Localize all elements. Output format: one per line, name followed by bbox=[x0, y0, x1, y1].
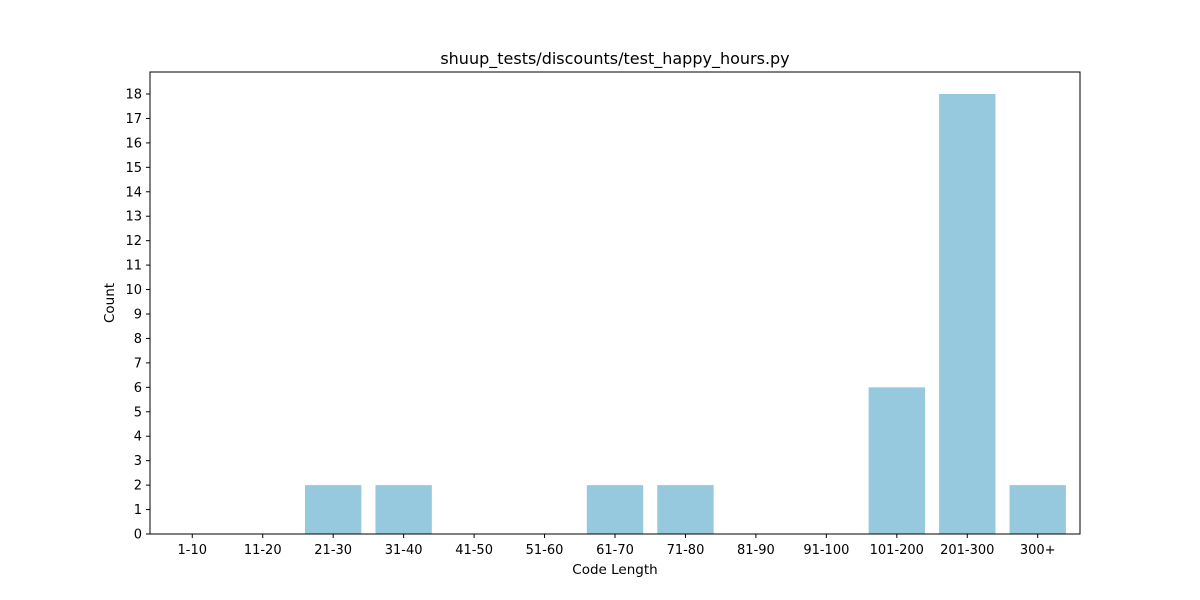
y-tick-label: 10 bbox=[125, 283, 142, 298]
x-axis-label: Code Length bbox=[572, 562, 657, 578]
y-tick-label: 2 bbox=[134, 479, 142, 494]
x-tick-label: 61-70 bbox=[596, 543, 634, 558]
y-tick-label: 4 bbox=[134, 430, 142, 445]
bar-71-80 bbox=[657, 485, 714, 534]
x-tick-label: 21-30 bbox=[314, 543, 352, 558]
y-axis-label: Count bbox=[102, 283, 118, 323]
x-tick-label: 201-300 bbox=[940, 543, 994, 558]
x-tick-label: 11-20 bbox=[244, 543, 282, 558]
y-tick-label: 13 bbox=[125, 210, 142, 225]
y-tick-label: 9 bbox=[134, 308, 142, 323]
y-tick-label: 15 bbox=[125, 161, 142, 176]
chart-title: shuup_tests/discounts/test_happy_hours.p… bbox=[440, 49, 789, 69]
x-tick-label: 1-10 bbox=[178, 543, 208, 558]
y-tick-label: 18 bbox=[125, 88, 142, 103]
x-axis: 1-10 11-20 21-30 31-40 41-50 51-60 61-70 71-80 8… bbox=[178, 534, 1056, 558]
x-tick-label: 101-200 bbox=[870, 543, 924, 558]
bar-201-300 bbox=[939, 94, 996, 534]
y-tick-label: 14 bbox=[125, 185, 142, 200]
y-tick-label: 17 bbox=[125, 112, 142, 127]
x-tick-label: 71-80 bbox=[667, 543, 705, 558]
y-tick-label: 11 bbox=[125, 259, 142, 274]
y-tick-label: 8 bbox=[134, 332, 142, 347]
bar-21-30 bbox=[305, 485, 362, 534]
bars-layer bbox=[305, 94, 1066, 534]
y-tick-label: 5 bbox=[134, 405, 142, 420]
y-tick-label: 16 bbox=[125, 136, 142, 151]
bar-61-70 bbox=[586, 485, 644, 534]
x-tick-label: 41-50 bbox=[455, 543, 493, 558]
y-tick-label: 7 bbox=[134, 356, 142, 371]
x-tick-label: 81-90 bbox=[737, 543, 775, 558]
y-tick-label: 3 bbox=[134, 454, 142, 469]
plot-frame bbox=[149, 71, 1081, 535]
y-tick-label: 12 bbox=[125, 234, 142, 249]
y-tick-label: 1 bbox=[134, 503, 142, 518]
x-tick-label: 51-60 bbox=[526, 543, 564, 558]
x-tick-label: 91-100 bbox=[803, 543, 849, 558]
bar-101-200 bbox=[868, 387, 925, 534]
y-tick-label: 6 bbox=[134, 381, 142, 396]
bar-31-40 bbox=[375, 485, 432, 534]
y-tick-label: 0 bbox=[134, 528, 142, 543]
x-tick-label: 31-40 bbox=[385, 543, 423, 558]
x-tick-label: 300+ bbox=[1020, 543, 1056, 558]
bar-300+ bbox=[1009, 485, 1066, 534]
